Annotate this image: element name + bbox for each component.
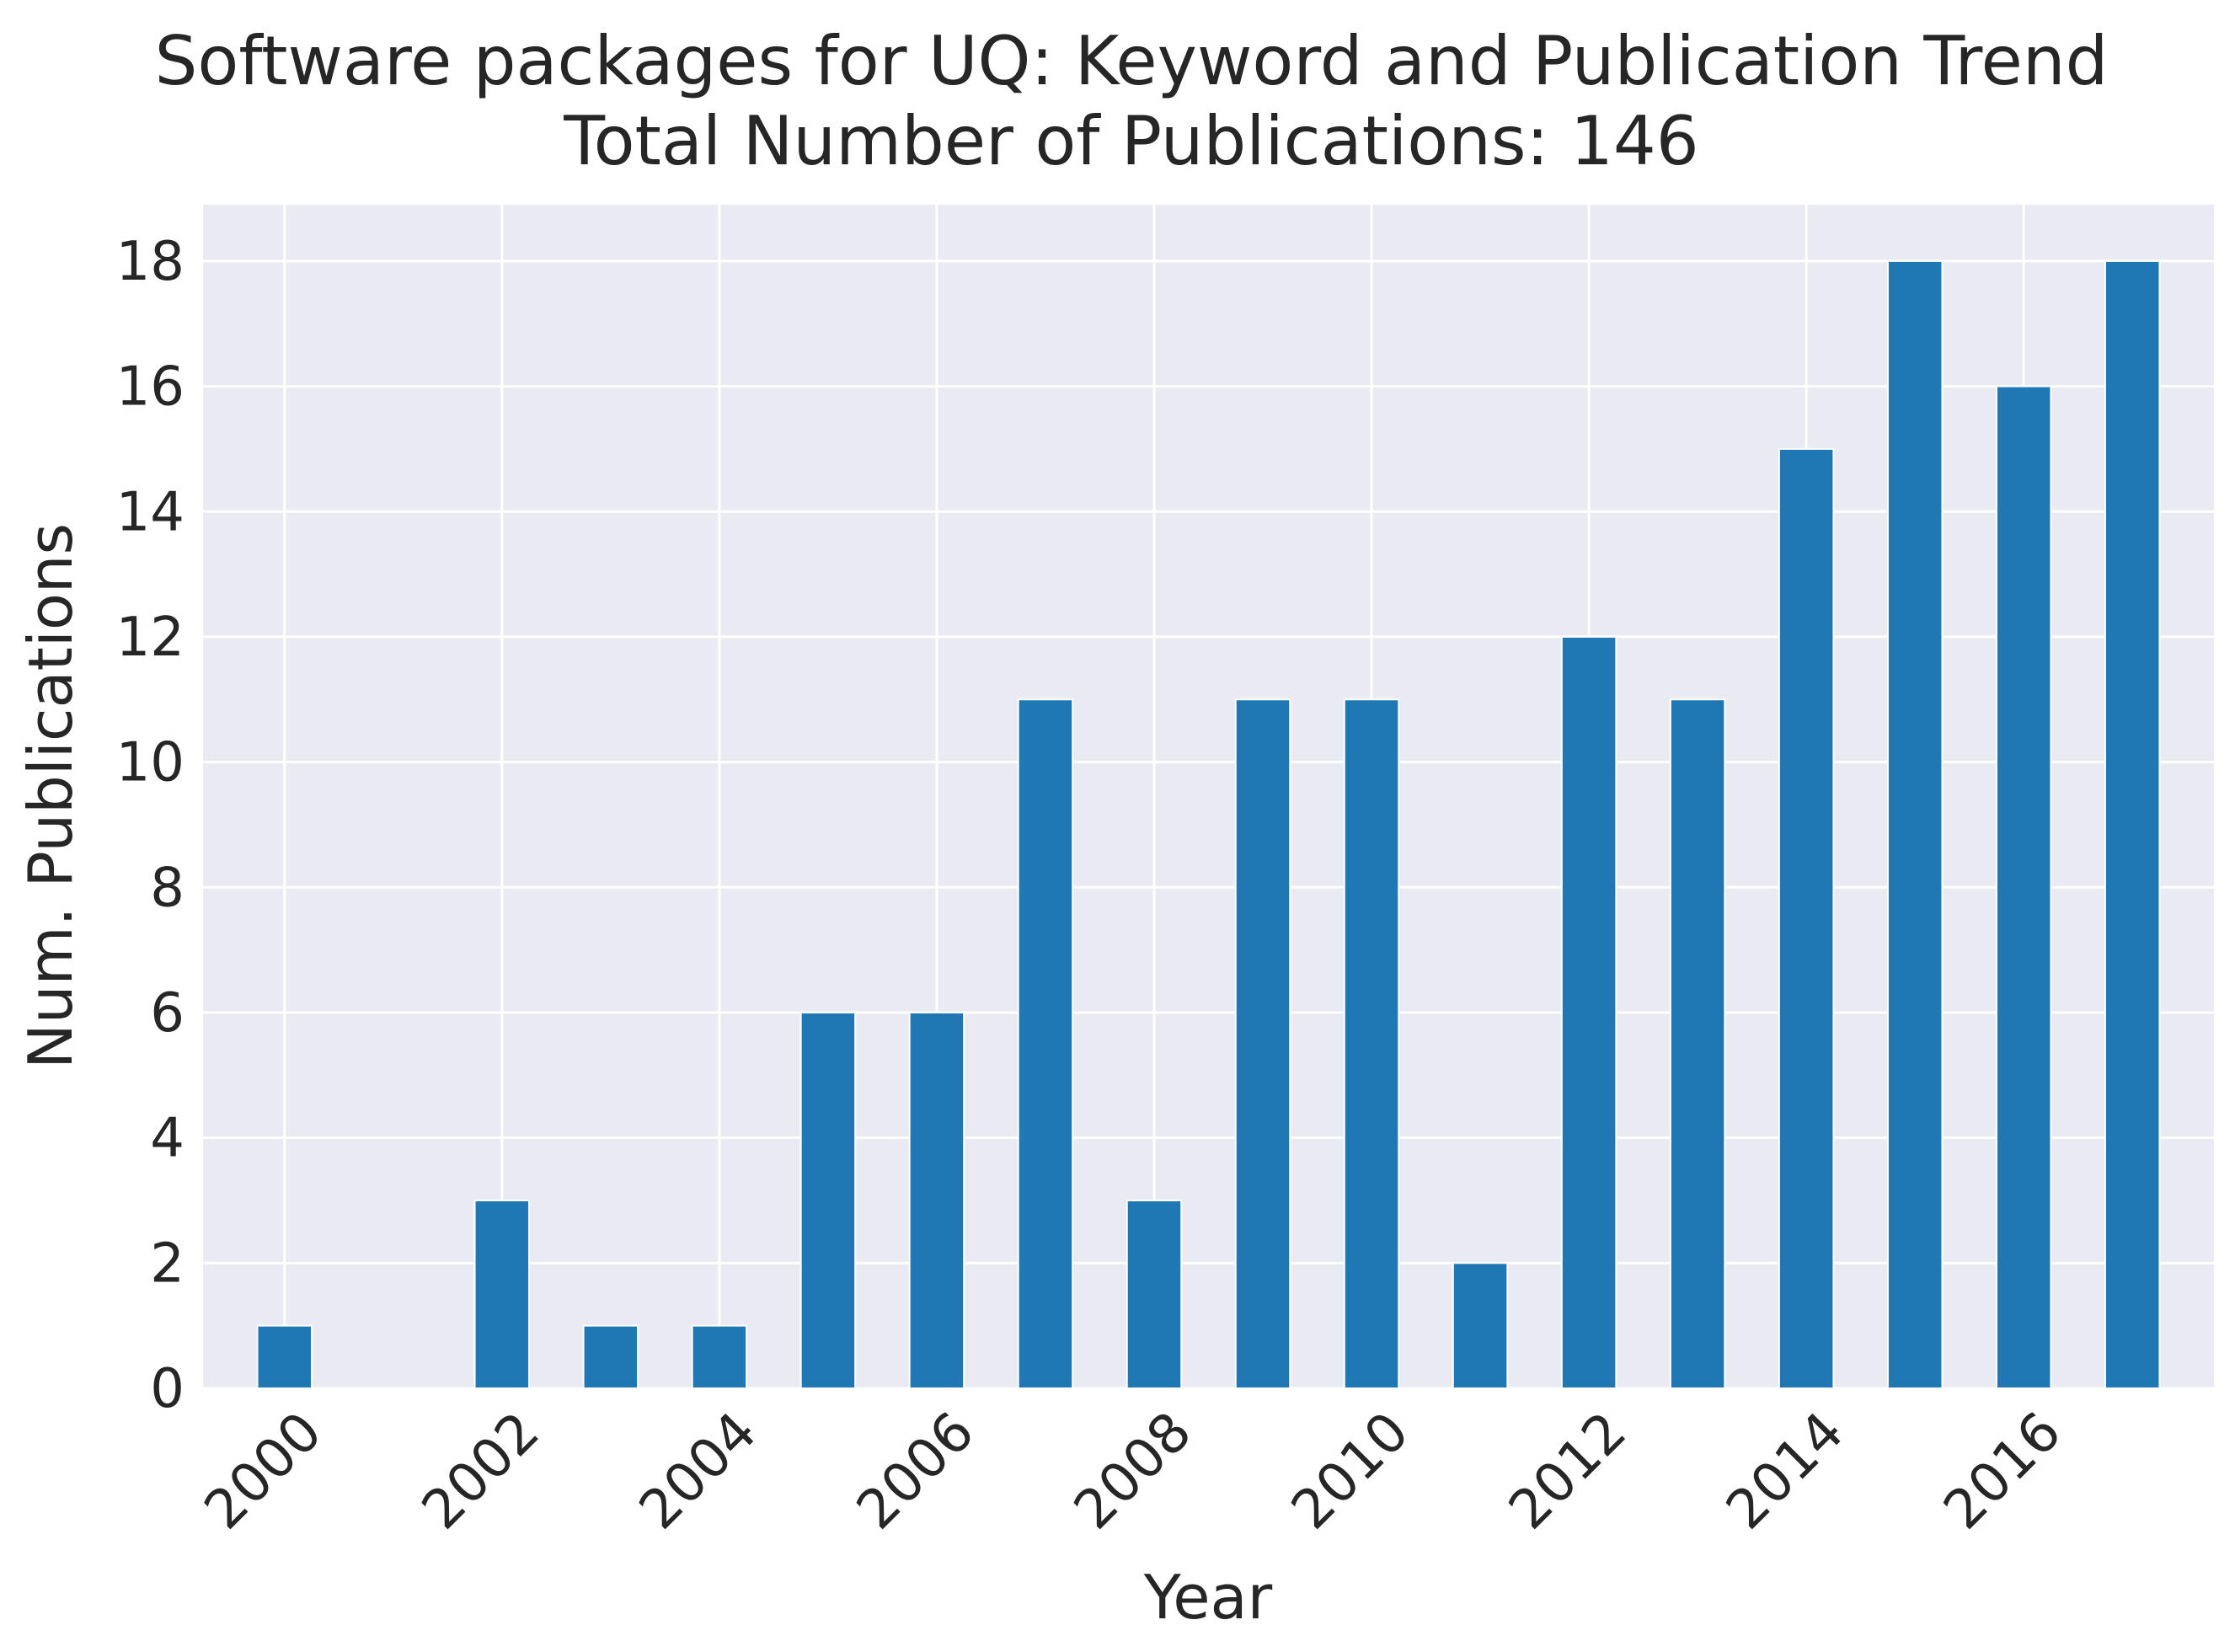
- bar-2002: [473, 1199, 531, 1389]
- y-tick-label: 4: [150, 1108, 184, 1170]
- bar-2005: [799, 1011, 857, 1389]
- x-axis-label: Year: [1143, 1562, 1273, 1633]
- y-tick-label: 16: [116, 356, 184, 419]
- bar-2012: [1560, 635, 1617, 1389]
- chart-subtitle: Total Number of Publications: 146: [563, 102, 1698, 180]
- y-tick-label: 12: [116, 607, 184, 669]
- y-axis-ticks: 0 2 4 6 8 10 12 14 16 18: [116, 231, 184, 1420]
- y-tick-label: 2: [150, 1232, 184, 1295]
- x-axis-ticks: 2000 2002 2004 2006 2008 2010 2012 2014 2016: [193, 1401, 2073, 1542]
- y-axis-label: Num. Publications: [15, 523, 86, 1069]
- chart-title: Software packages for UQ: Keyword and Pu…: [155, 22, 2109, 100]
- plot-area: [203, 205, 2214, 1388]
- bar-2011: [1452, 1262, 1509, 1389]
- y-tick-label: 0: [150, 1358, 184, 1420]
- bar-2000: [256, 1324, 313, 1389]
- y-tick-label: 18: [116, 231, 184, 293]
- bar-2006: [908, 1011, 965, 1389]
- bar-2015: [1886, 259, 1944, 1389]
- bar-2007: [1017, 698, 1074, 1389]
- bar-2008: [1126, 1199, 1183, 1389]
- bar-2013: [1669, 698, 1726, 1389]
- x-tick-label: 2014: [1715, 1401, 1856, 1542]
- y-tick-label: 8: [150, 857, 184, 919]
- bar-2014: [1778, 447, 1835, 1389]
- bars: [256, 259, 2161, 1389]
- x-tick-label: 2010: [1280, 1401, 1420, 1542]
- bar-2010: [1343, 698, 1400, 1389]
- bar-2016: [1995, 385, 2052, 1389]
- x-tick-label: 2004: [628, 1401, 768, 1542]
- x-tick-label: 2002: [410, 1401, 551, 1542]
- x-tick-label: 2016: [1933, 1401, 2073, 1542]
- bar-2004: [691, 1324, 748, 1389]
- y-tick-label: 10: [116, 732, 184, 794]
- x-tick-label: 2000: [193, 1401, 334, 1542]
- x-tick-label: 2012: [1497, 1401, 1638, 1542]
- y-tick-label: 6: [150, 982, 184, 1045]
- x-tick-label: 2008: [1062, 1401, 1203, 1542]
- bar-2009: [1234, 698, 1291, 1389]
- bar-2003: [582, 1324, 639, 1389]
- y-tick-label: 14: [116, 481, 184, 543]
- bar-2017: [2104, 259, 2161, 1389]
- x-tick-label: 2006: [845, 1401, 986, 1542]
